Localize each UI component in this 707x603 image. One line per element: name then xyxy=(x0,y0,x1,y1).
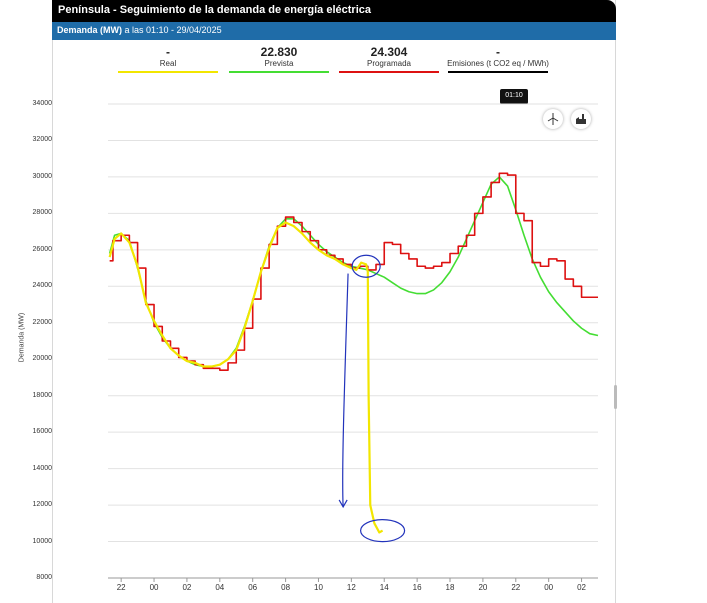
demand-label: Demanda (MW) xyxy=(57,25,122,35)
legend-emisiones-label: Emisiones (t CO2 eq / MWh) xyxy=(447,59,549,68)
y-tick-label: 14000 xyxy=(32,464,52,472)
legend-real-value: - xyxy=(166,45,170,59)
x-tick-label: 02 xyxy=(577,583,586,592)
x-tick-label: 12 xyxy=(346,583,356,592)
y-tick-label: 28000 xyxy=(32,209,52,217)
legend-real-swatch xyxy=(118,71,218,73)
x-tick-label: 16 xyxy=(412,583,422,592)
x-tick-label: 10 xyxy=(314,583,323,592)
wind-generation-button[interactable] xyxy=(543,109,563,129)
legend-real-label: Real xyxy=(159,59,177,68)
legend-real[interactable]: - Real xyxy=(113,46,223,73)
legend-prevista[interactable]: 22.830 Prevista xyxy=(224,46,334,73)
x-tick-label: 06 xyxy=(248,583,258,592)
factory-icon xyxy=(576,114,586,124)
x-tick-label: 22 xyxy=(116,583,126,592)
annotation-arrow-head xyxy=(338,499,348,509)
x-tick-label: 20 xyxy=(478,583,488,592)
x-tick-label: 00 xyxy=(544,583,554,592)
legend-prevista-label: Prevista xyxy=(264,59,294,68)
y-tick-label: 32000 xyxy=(32,136,52,144)
x-tick-label: 02 xyxy=(182,583,192,592)
y-tick-label: 20000 xyxy=(32,355,52,363)
y-tick-label: 22000 xyxy=(32,318,52,326)
wind-turbine-icon xyxy=(547,113,559,125)
y-tick-label: 26000 xyxy=(32,245,52,253)
x-tick-label: 18 xyxy=(445,583,455,592)
demand-info-bar: Demanda (MW) a las 01:10 - 29/04/2025 xyxy=(52,22,616,40)
y-tick-label: 16000 xyxy=(32,428,52,436)
annotation-circle-top xyxy=(351,254,381,278)
emissions-button[interactable] xyxy=(571,109,591,129)
legend-emisiones-value: - xyxy=(496,45,500,59)
legend-programada-value: 24.304 xyxy=(370,45,408,59)
vertical-scrollbar[interactable] xyxy=(614,385,617,409)
y-tick-label: 18000 xyxy=(32,391,52,399)
legend-prevista-value: 22.830 xyxy=(260,45,298,59)
window-title: Península - Seguimiento de la demanda de… xyxy=(52,0,616,22)
y-tick-label: 10000 xyxy=(32,537,52,545)
y-tick-label: 12000 xyxy=(32,501,52,509)
y-tick-label: 8000 xyxy=(36,574,52,581)
y-tick-label: 24000 xyxy=(32,282,52,290)
timestamp-label: a las 01:10 - 29/04/2025 xyxy=(122,25,222,35)
legend-programada-swatch xyxy=(339,71,439,73)
series-line-programada xyxy=(109,172,598,371)
x-tick-label: 00 xyxy=(149,583,159,592)
series-line-real xyxy=(108,221,384,534)
time-tooltip: 01:10 xyxy=(500,89,528,104)
annotation-circle-bottom xyxy=(359,518,406,543)
legend-programada-label: Programada xyxy=(366,59,412,68)
y-tick-label: 30000 xyxy=(32,172,52,180)
x-tick-label: 04 xyxy=(215,583,225,592)
y-tick-label: 34000 xyxy=(32,100,52,107)
legend-prevista-swatch xyxy=(229,71,329,73)
legend-emisiones-swatch xyxy=(448,71,548,73)
x-tick-label: 08 xyxy=(281,583,291,592)
legend-emisiones[interactable]: - Emisiones (t CO2 eq / MWh) xyxy=(443,46,553,73)
legend-programada[interactable]: 24.304 Programada xyxy=(334,46,444,73)
x-tick-label: 14 xyxy=(379,583,389,592)
x-tick-label: 22 xyxy=(511,583,521,592)
annotation-arrow-line xyxy=(342,273,349,507)
